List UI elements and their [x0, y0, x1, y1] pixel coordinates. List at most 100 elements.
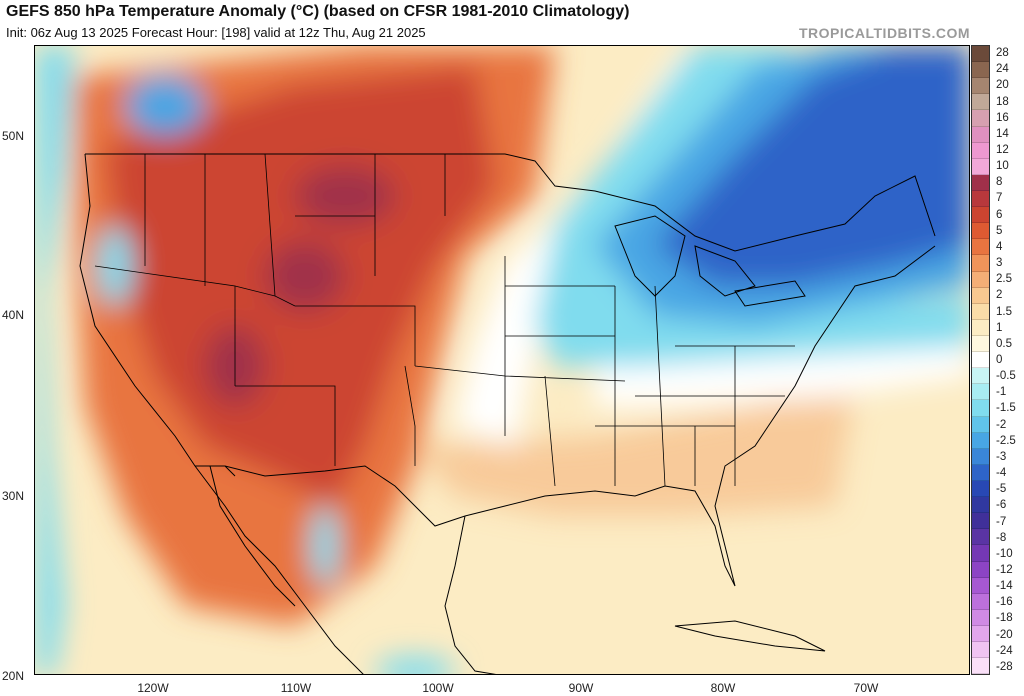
colorbar-cell: [972, 593, 989, 610]
colorbar-label: 10: [996, 160, 1009, 173]
colorbar-label: -1.5: [996, 402, 1016, 415]
colorbar-label: -7: [996, 515, 1007, 528]
colorbar-label: 20: [996, 79, 1009, 92]
lon-label-70w: 70W: [853, 681, 879, 695]
colorbar-cell: [972, 577, 989, 594]
lon-label-100w: 100W: [422, 681, 454, 695]
colorbar-cell: [972, 625, 989, 643]
colorbar-label: 28: [996, 47, 1009, 60]
colorbar-cell: [972, 62, 989, 79]
colorbar-label: -4: [996, 467, 1007, 480]
colorbar-label: 8: [996, 176, 1003, 189]
us-mexico-border: [195, 465, 466, 527]
anomaly-map-svg: [35, 46, 969, 674]
colorbar-label: -12: [996, 564, 1013, 576]
colorbar-cell: [972, 513, 989, 530]
cool-patch-mexico-south: [375, 656, 455, 674]
colorbar-label: 5: [996, 224, 1003, 237]
chart-title: GEFS 850 hPa Temperature Anomaly (°C) (b…: [6, 3, 630, 20]
cold-core-field: [655, 46, 969, 286]
colorbar-cell: [972, 658, 989, 675]
baja-peninsula: [209, 465, 296, 607]
state-lines-west: [94, 153, 506, 466]
colorbar-label: 1: [996, 321, 1003, 334]
colorbar-cell: [972, 384, 989, 401]
anomaly-map: [34, 45, 970, 675]
colorbar-cell: [972, 368, 989, 385]
colorbar-label: 1.5: [996, 305, 1012, 318]
colorbar-label: -28: [996, 660, 1013, 673]
lat-label-40n: 40N: [2, 308, 25, 322]
colorbar-label: -20: [996, 628, 1013, 641]
colorbar-cell: [972, 416, 989, 433]
colorbar-cell: [972, 642, 989, 659]
colorbar-cell: [972, 78, 989, 95]
colorbar-cell: [972, 335, 989, 353]
colorbar-label: 3: [996, 257, 1003, 270]
chart-subtitle: Init: 06z Aug 13 2025 Forecast Hour: [19…: [6, 25, 426, 40]
colorbar-cell: [972, 142, 989, 159]
colorbar-label: 2: [996, 289, 1003, 302]
hotspot-colorado: [265, 241, 345, 311]
colorbar-label: -10: [996, 547, 1013, 560]
colorbar-label: 16: [996, 111, 1009, 124]
colorbar-cell: [972, 561, 989, 578]
colorbar-cell: [972, 190, 989, 208]
lon-label-110w: 110W: [280, 681, 312, 695]
colorbar-label: -14: [996, 580, 1013, 593]
colorbar-cell: [972, 207, 989, 224]
colorbar-label: 0: [996, 354, 1003, 366]
brand-watermark: TROPICALTIDBITS.COM: [798, 25, 970, 41]
colorbar-cell: [972, 158, 989, 175]
southeast-warm-field: [415, 376, 855, 516]
colorbar-cell: [972, 319, 989, 336]
lat-label-20n: 20N: [2, 669, 25, 683]
colorbar-label: -3: [996, 450, 1007, 463]
lon-label-90w: 90W: [568, 681, 594, 695]
colorbar-cell: [972, 464, 989, 481]
colorbar-cell: [972, 46, 989, 63]
state-lines-east: [504, 256, 795, 487]
colorbar-cell: [972, 255, 989, 272]
colorbar-cell: [972, 432, 989, 449]
mexico-gulf-coast: [444, 515, 497, 674]
colorbar-cell: [972, 174, 989, 191]
us-canada-border: [85, 153, 936, 252]
great-lakes: [614, 215, 806, 307]
colorbar-label: 0.5: [996, 337, 1012, 350]
colorbar-label: -2.5: [996, 434, 1016, 447]
lon-label-80w: 80W: [710, 681, 736, 695]
colorbar-cell: [972, 480, 989, 498]
colorbar-label: 14: [996, 127, 1009, 140]
cool-patch-baja: [311, 506, 339, 586]
colorbar-label: 18: [996, 95, 1009, 108]
pacific-cool-field: [35, 46, 75, 674]
lat-label-50n: 50N: [2, 129, 25, 143]
colorbar-label: -8: [996, 531, 1007, 544]
colorbar-label: -16: [996, 596, 1013, 609]
colorbar-cell: [972, 400, 989, 417]
colorbar-label: 4: [996, 240, 1003, 253]
colorbar-cell: [972, 239, 989, 256]
colorbar-cell: [972, 497, 989, 514]
colorbar-cell: [972, 287, 989, 304]
colorbar-label: -2: [996, 418, 1007, 431]
colorbar-cell: [972, 303, 989, 320]
colorbar-cell: [972, 94, 989, 111]
map-outlines: [79, 153, 936, 674]
colorbar-cell: [972, 609, 989, 626]
colorbar-cell: [972, 126, 989, 143]
colorbar-cell: [972, 545, 989, 562]
colorbar-label: -1: [996, 386, 1007, 399]
colorbar-cell: [972, 110, 989, 127]
colorbar-label: -6: [996, 499, 1007, 512]
lat-label-30n: 30N: [2, 489, 25, 503]
cool-patch-bc: [125, 76, 205, 136]
colorbar-label: 12: [996, 144, 1009, 156]
gulf-coast: [464, 245, 936, 587]
colorbar-cell: [972, 223, 989, 240]
colorbar-label: -5: [996, 483, 1007, 496]
colorbar-label: 7: [996, 192, 1003, 205]
lon-label-120w: 120W: [137, 681, 169, 695]
colorbar-label: 6: [996, 208, 1003, 221]
